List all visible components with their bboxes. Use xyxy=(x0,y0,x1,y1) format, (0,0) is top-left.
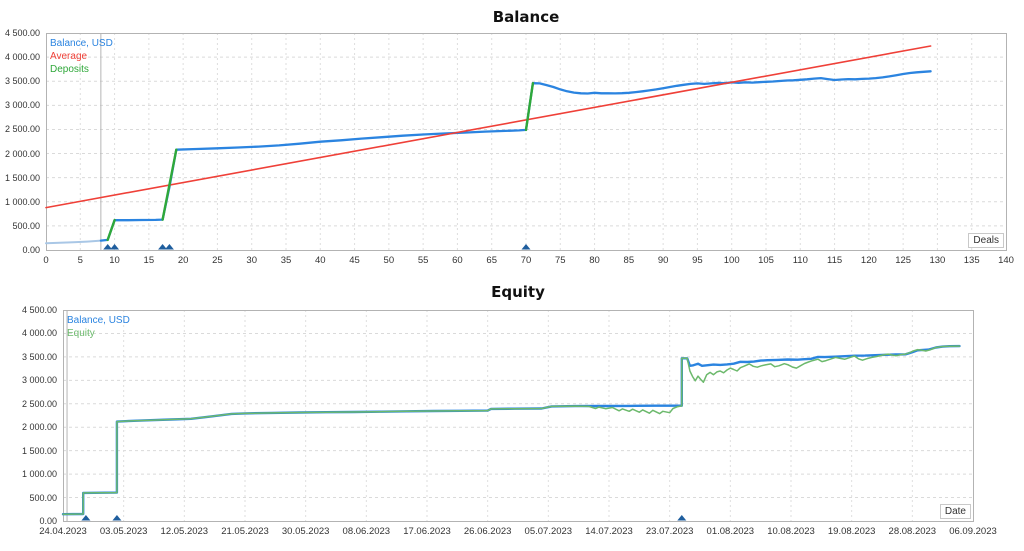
equity-chart-title: Equity xyxy=(491,283,545,301)
y-axis-tick: 1 000.00 xyxy=(21,469,57,480)
x-axis-tick: 40 xyxy=(314,255,326,266)
x-axis-tick: 05.07.2023 xyxy=(524,526,573,537)
x-axis-tick: 14.07.2023 xyxy=(585,526,633,537)
x-axis-tick: 50 xyxy=(383,255,395,266)
equity-chart: Equity 4 500.00 4 000.00 3 500.00 3 000.00 2… xyxy=(0,277,1024,551)
x-axis-tick: 30 xyxy=(246,255,257,266)
deposit-marker xyxy=(81,515,91,521)
y-axis-tick: 0.00 xyxy=(22,245,40,255)
deposit-marker xyxy=(164,244,174,250)
balance-plot-area xyxy=(45,33,1007,251)
plot-border xyxy=(63,310,974,522)
x-axis-tick: 105 xyxy=(758,255,774,266)
x-axis-tick: 12.05.2023 xyxy=(160,526,209,537)
x-axis-tick: 125 xyxy=(895,255,912,266)
deposits-line xyxy=(161,148,178,221)
x-axis-tick: 28.08.2023 xyxy=(888,526,937,537)
y-axis-tick: 1 000.00 xyxy=(4,196,40,207)
x-axis-tick: 130 xyxy=(929,255,946,266)
x-axis-tick: 30.05.2023 xyxy=(281,526,330,537)
legend-item: Average xyxy=(50,51,88,62)
x-axis-tick: 60 xyxy=(452,255,463,266)
deposits-line xyxy=(524,81,535,132)
x-axis-tick: 120 xyxy=(860,255,877,266)
y-axis-tick: 2 500.00 xyxy=(4,124,40,135)
y-axis-tick: 500.00 xyxy=(29,492,57,503)
y-axis-tick: 1 500.00 xyxy=(21,445,57,456)
deposit-marker xyxy=(677,515,687,521)
deposit-marker xyxy=(112,515,122,521)
equity-axis-caption: Date xyxy=(939,504,971,519)
deposit-marker xyxy=(103,244,113,250)
y-axis-tick: 3 500.00 xyxy=(21,351,57,362)
x-axis-tick: 55 xyxy=(417,255,429,266)
x-axis-tick: 19.08.2023 xyxy=(827,526,876,537)
y-axis-tick: 3 000.00 xyxy=(21,375,57,386)
x-axis-tick: 23.07.2023 xyxy=(645,526,694,537)
x-axis-tick: 65 xyxy=(486,255,497,266)
y-axis-tick: 2 500.00 xyxy=(21,398,57,409)
balance-chart: Balance 4 500.00 4 000.00 3 500.00 3 000.00… xyxy=(0,0,1024,275)
legend-item: Deposits xyxy=(50,64,89,75)
x-axis-tick: 70 xyxy=(520,255,532,266)
x-axis-tick: 75 xyxy=(554,255,566,266)
balance-line xyxy=(61,344,961,516)
deposit-marker xyxy=(521,244,531,250)
y-axis-tick: 0.00 xyxy=(39,516,57,526)
x-axis-tick: 135 xyxy=(963,255,980,266)
y-axis-tick: 2 000.00 xyxy=(4,148,40,159)
legend-item: Equity xyxy=(67,328,95,339)
x-axis-tick: 0 xyxy=(43,255,49,266)
plot-border xyxy=(46,33,1007,251)
pre-balance-line xyxy=(45,239,102,245)
x-axis-tick: 26.06.2023 xyxy=(463,526,512,537)
y-axis-tick: 3 500.00 xyxy=(4,76,40,87)
y-axis-tick: 1 500.00 xyxy=(4,172,40,183)
x-axis-tick: 17.06.2023 xyxy=(403,526,451,537)
deposits-line xyxy=(106,218,116,242)
balance-axis-caption: Deals xyxy=(968,233,1004,248)
x-axis-tick: 10 xyxy=(109,255,120,266)
y-axis-tick: 4 500.00 xyxy=(21,305,57,315)
legend-item: Balance, USD xyxy=(50,38,113,49)
equity-line xyxy=(62,345,961,515)
balance-line xyxy=(99,70,932,242)
x-axis-tick: 110 xyxy=(792,255,808,266)
x-axis-tick: 95 xyxy=(692,255,703,266)
x-axis-tick: 21.05.2023 xyxy=(221,526,269,537)
x-axis-tick: 06.09.2023 xyxy=(949,526,997,537)
y-axis-tick: 4 500.00 xyxy=(4,28,40,38)
x-axis-tick: 140 xyxy=(998,255,1014,266)
balance-legend: Balance, USD Average Deposits xyxy=(50,37,113,76)
x-axis-tick: 100 xyxy=(723,255,740,266)
x-axis-tick: 25 xyxy=(212,255,223,266)
x-axis-tick: 08.06.2023 xyxy=(342,526,391,537)
x-axis-tick: 80 xyxy=(589,255,600,266)
x-axis-tick: 03.05.2023 xyxy=(99,526,148,537)
x-axis-tick: 90 xyxy=(657,255,669,266)
balance-chart-title: Balance xyxy=(492,8,560,26)
y-axis-tick: 4 000.00 xyxy=(4,52,40,63)
y-axis-tick: 4 000.00 xyxy=(21,328,57,339)
x-axis-tick: 35 xyxy=(280,255,292,266)
deposit-marker xyxy=(158,244,168,250)
x-axis-tick: 85 xyxy=(623,255,635,266)
x-axis-tick: 01.08.2023 xyxy=(706,526,755,537)
x-axis-tick: 45 xyxy=(349,255,360,266)
y-axis-tick: 500.00 xyxy=(12,220,40,231)
deposit-marker xyxy=(110,244,120,250)
equity-legend: Balance, USD Equity xyxy=(67,314,130,340)
average-line xyxy=(45,45,932,209)
x-axis-tick: 15 xyxy=(143,255,155,266)
y-axis-tick: 2 000.00 xyxy=(21,422,57,433)
x-axis-tick: 10.08.2023 xyxy=(767,526,815,537)
legend-item: Balance, USD xyxy=(67,315,130,326)
y-axis-tick: 3 000.00 xyxy=(4,100,40,111)
x-axis-tick: 24.04.2023 xyxy=(39,526,87,537)
equity-plot-area xyxy=(61,310,974,522)
x-axis-tick: 5 xyxy=(77,255,83,266)
x-axis-tick: 115 xyxy=(826,255,843,266)
x-axis-tick: 20 xyxy=(177,255,189,266)
